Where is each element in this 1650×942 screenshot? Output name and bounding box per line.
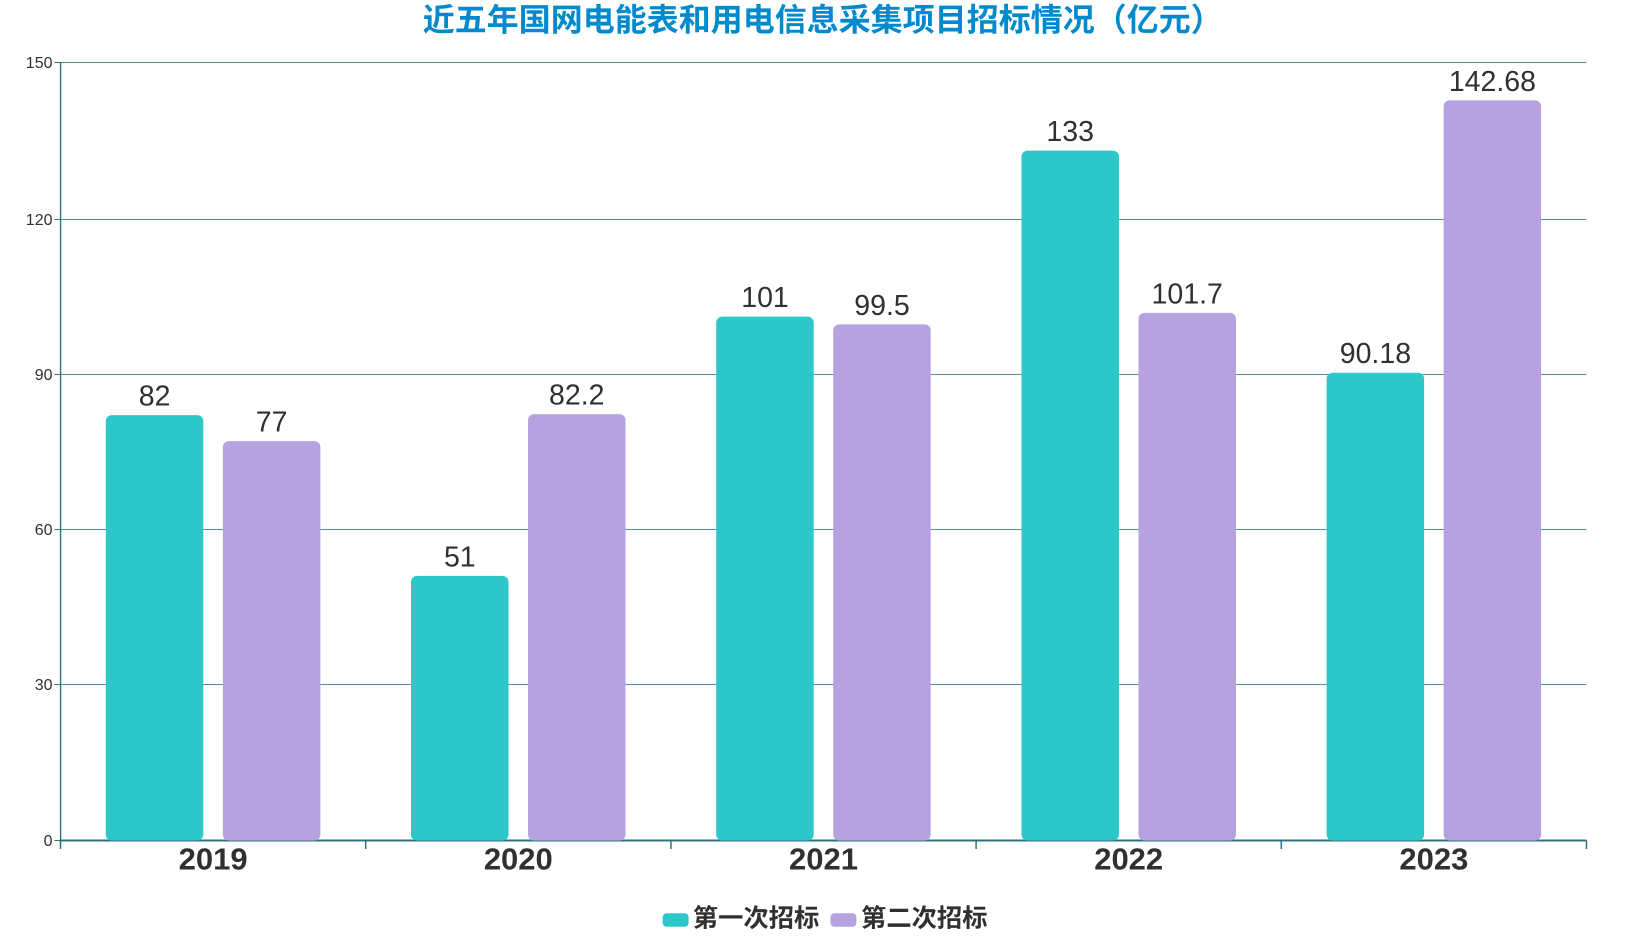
svg-text:90.18: 90.18 — [1340, 338, 1411, 370]
svg-text:101.7: 101.7 — [1152, 278, 1223, 310]
svg-text:60: 60 — [35, 522, 53, 539]
svg-text:150: 150 — [26, 55, 53, 72]
svg-text:90: 90 — [35, 367, 53, 384]
svg-text:30: 30 — [35, 677, 53, 694]
svg-text:101: 101 — [741, 282, 789, 314]
svg-text:2020: 2020 — [484, 842, 553, 877]
svg-text:142.68: 142.68 — [1449, 66, 1536, 98]
svg-text:82.2: 82.2 — [549, 380, 604, 412]
svg-text:0: 0 — [44, 833, 53, 850]
svg-text:51: 51 — [444, 541, 476, 573]
svg-text:82: 82 — [139, 381, 171, 413]
svg-text:2019: 2019 — [179, 842, 248, 877]
svg-text:99.5: 99.5 — [854, 290, 909, 322]
svg-text:2021: 2021 — [789, 842, 858, 877]
svg-text:77: 77 — [256, 407, 288, 439]
svg-text:2022: 2022 — [1094, 842, 1163, 877]
svg-text:2023: 2023 — [1399, 842, 1468, 877]
svg-text:120: 120 — [26, 212, 53, 229]
svg-text:133: 133 — [1046, 116, 1094, 148]
